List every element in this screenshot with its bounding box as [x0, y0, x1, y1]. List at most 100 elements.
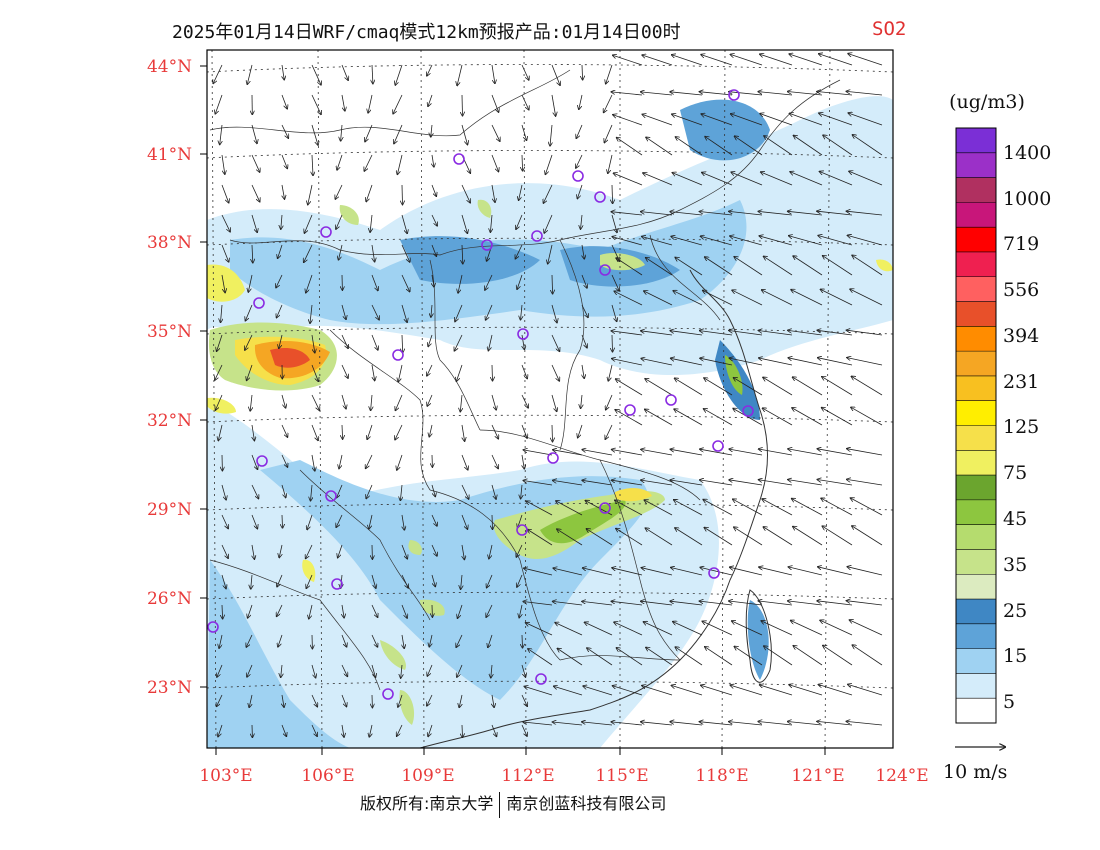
wind-arrow — [611, 214, 617, 232]
colorbar-swatch — [956, 400, 996, 426]
wind-arrow — [429, 634, 432, 647]
wind-arrow — [788, 449, 823, 456]
wind-arrow — [730, 54, 763, 66]
wind-arrow — [402, 634, 404, 648]
wind-arrow — [552, 424, 553, 442]
wind-arrow — [395, 64, 403, 85]
wind-arrow — [461, 124, 468, 145]
wind-arrow — [611, 601, 643, 606]
wind-arrow — [337, 154, 343, 170]
station-marker — [728, 89, 740, 101]
wind-arrow — [461, 574, 462, 589]
wind-arrow — [369, 724, 372, 737]
wind-arrow — [670, 480, 703, 486]
wind-arrow — [582, 244, 584, 259]
wind-arrow — [700, 601, 733, 606]
wind-arrow — [521, 424, 527, 438]
wind-arrow — [461, 514, 468, 529]
wind-arrow — [817, 449, 853, 456]
wind-arrow — [217, 664, 223, 677]
wind-arrow — [758, 722, 793, 726]
copyright-footer: 版权所有:南京大学 南京创蓝科技有限公司 — [360, 790, 666, 818]
lon-label: 106°E — [301, 766, 354, 786]
wind-arrow — [431, 514, 437, 526]
wind-arrow — [788, 92, 823, 96]
wind-arrow — [431, 574, 435, 587]
spot-d — [725, 355, 743, 395]
wind-arrow — [611, 92, 643, 96]
wind-arrow — [401, 574, 408, 588]
wind-arrow — [617, 138, 643, 156]
wind-arrow — [675, 378, 703, 396]
wind-arrow — [788, 358, 823, 366]
wind-arrow — [342, 724, 344, 737]
wind-arrow — [671, 568, 703, 576]
wind-arrow — [764, 256, 793, 276]
lon-label: 103°E — [199, 766, 252, 786]
wind-arrow — [793, 527, 823, 546]
wind-arrow — [699, 92, 733, 96]
wind-arrow — [458, 274, 463, 293]
wind-arrow — [846, 721, 883, 726]
wind-arrow — [764, 136, 793, 156]
wind-arrow — [431, 484, 435, 497]
wind-arrow — [729, 331, 763, 336]
wind-arrow — [250, 394, 252, 411]
wind-arrow — [431, 244, 436, 256]
wind-arrow — [762, 499, 793, 516]
wind-arrow — [616, 648, 643, 666]
concentration-field — [207, 50, 893, 748]
wind-arrow — [304, 214, 313, 233]
station-marker — [325, 490, 337, 502]
wind-arrow — [248, 274, 253, 292]
wind-arrow — [646, 258, 673, 276]
wind-arrow — [852, 526, 883, 546]
wind-arrow — [615, 500, 643, 516]
wind-arrow — [614, 291, 643, 306]
lon-label: 112°E — [501, 766, 554, 786]
wind-arrow — [252, 244, 253, 263]
wind-arrow — [492, 694, 494, 707]
wind-arrow — [670, 92, 703, 96]
wind-arrow — [729, 449, 763, 456]
wind-arrow — [522, 454, 524, 469]
wind-arrow — [341, 64, 348, 80]
wind-arrow — [339, 244, 343, 260]
wind-arrow — [458, 604, 463, 618]
wind-arrow — [730, 685, 763, 696]
wind-arrow — [218, 424, 223, 441]
colorbar-swatch — [956, 301, 996, 327]
wind-arrow — [311, 394, 319, 410]
wind-arrow — [431, 184, 436, 196]
wind-arrow — [249, 694, 252, 707]
lat-label: 35°N — [147, 322, 192, 342]
colorbar-swatch — [956, 375, 996, 402]
wind-arrow — [219, 634, 223, 648]
wind-arrow — [642, 237, 673, 246]
wind-arrow — [848, 235, 883, 246]
wind-arrow — [822, 408, 853, 426]
wind-arrow — [616, 529, 643, 546]
wind-arrow — [522, 154, 523, 171]
wind-arrow — [642, 686, 673, 696]
wind-arrow — [523, 722, 553, 726]
wind-arrow — [277, 574, 283, 587]
wind-arrow — [342, 424, 343, 439]
wind-arrow — [462, 244, 463, 264]
wind-arrow — [730, 567, 763, 576]
wind-arrow — [705, 647, 733, 666]
wind-arrow — [431, 304, 432, 317]
wind-arrow — [517, 574, 523, 587]
wind-arrow — [789, 685, 823, 696]
wind-arrow — [671, 358, 703, 366]
wind-arrow — [461, 484, 469, 499]
wind-arrow — [582, 601, 613, 606]
lon-label: 124°E — [875, 766, 928, 786]
wind-arrow — [311, 64, 321, 85]
wind-arrow — [221, 544, 228, 558]
wind-arrow — [462, 724, 463, 737]
wind-arrow — [729, 358, 763, 366]
wind-arrow — [397, 454, 403, 470]
wind-arrow — [847, 330, 883, 336]
colorbar-swatch — [956, 177, 996, 203]
